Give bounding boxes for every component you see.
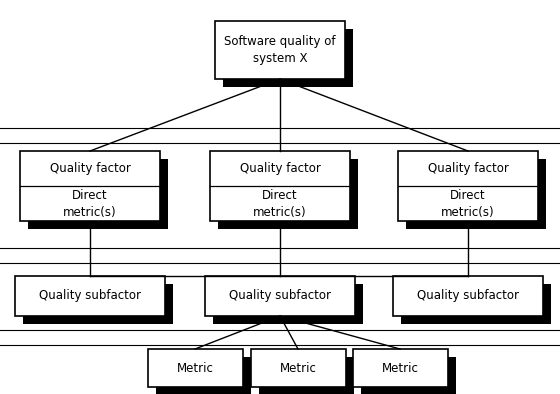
Text: Metric: Metric: [176, 362, 213, 375]
Text: Quality subfactor: Quality subfactor: [417, 290, 519, 303]
Text: Quality subfactor: Quality subfactor: [39, 290, 141, 303]
Text: Quality factor: Quality factor: [240, 162, 320, 175]
Text: Metric: Metric: [381, 362, 418, 375]
Bar: [250, 349, 346, 387]
Bar: [406, 159, 546, 229]
Bar: [401, 284, 551, 324]
Bar: [23, 284, 173, 324]
Bar: [210, 151, 350, 221]
Text: Metric: Metric: [279, 362, 316, 375]
Bar: [393, 276, 543, 316]
Text: Direct
metric(s): Direct metric(s): [63, 188, 117, 219]
Bar: [361, 357, 455, 394]
Bar: [28, 159, 168, 229]
Bar: [147, 349, 242, 387]
Text: Direct
metric(s): Direct metric(s): [253, 188, 307, 219]
Bar: [15, 276, 165, 316]
Text: Direct
metric(s): Direct metric(s): [441, 188, 495, 219]
Text: Software quality of
system X: Software quality of system X: [224, 35, 336, 65]
Bar: [259, 357, 353, 394]
Bar: [215, 21, 345, 79]
Text: Quality factor: Quality factor: [50, 162, 130, 175]
Text: Quality factor: Quality factor: [428, 162, 508, 175]
Bar: [20, 151, 160, 221]
Bar: [218, 159, 358, 229]
Bar: [156, 357, 250, 394]
Bar: [213, 284, 363, 324]
Text: Quality subfactor: Quality subfactor: [229, 290, 331, 303]
Bar: [223, 29, 353, 87]
Bar: [398, 151, 538, 221]
Bar: [205, 276, 355, 316]
Bar: [352, 349, 447, 387]
